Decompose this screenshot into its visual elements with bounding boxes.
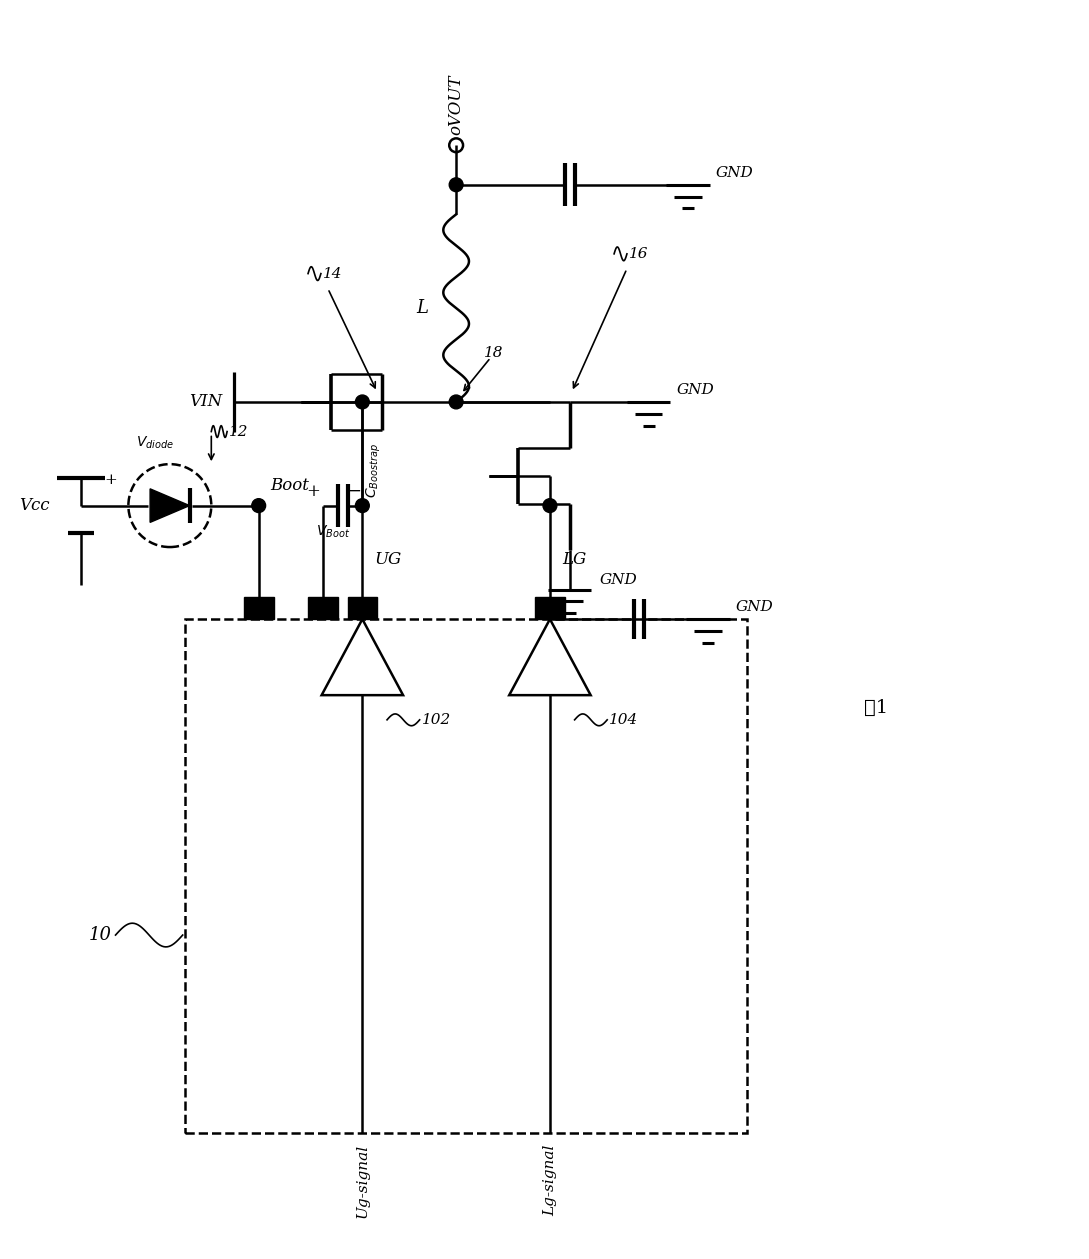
Text: Boot: Boot: [270, 477, 309, 494]
Circle shape: [355, 499, 369, 512]
Text: GND: GND: [676, 383, 714, 397]
Text: VIN: VIN: [189, 394, 222, 410]
Bar: [535, 598, 565, 619]
Text: GND: GND: [735, 601, 773, 614]
Circle shape: [355, 395, 369, 409]
Text: 图1: 图1: [864, 699, 888, 716]
Text: 12: 12: [229, 424, 248, 438]
Text: UG: UG: [375, 551, 402, 568]
Text: $C_{Boostrap}$: $C_{Boostrap}$: [365, 443, 382, 497]
Circle shape: [450, 178, 463, 191]
Text: oVOUT: oVOUT: [448, 74, 465, 136]
Text: GND: GND: [715, 166, 754, 180]
Text: 102: 102: [421, 713, 451, 726]
Text: Vcc: Vcc: [19, 497, 49, 514]
Text: +: +: [105, 473, 117, 487]
Bar: [347, 598, 377, 619]
Text: 18: 18: [484, 345, 503, 360]
Text: Lg-signal: Lg-signal: [543, 1144, 556, 1216]
Text: 16: 16: [629, 247, 648, 261]
Text: −: −: [347, 482, 362, 500]
Text: +: +: [306, 482, 320, 500]
Text: 14: 14: [322, 267, 342, 281]
Text: Ug-signal: Ug-signal: [355, 1144, 369, 1219]
Bar: [185, 619, 747, 1133]
Polygon shape: [150, 488, 189, 522]
Circle shape: [543, 499, 556, 512]
Text: 104: 104: [609, 713, 638, 726]
Bar: [244, 598, 273, 619]
Bar: [308, 598, 338, 619]
Text: $V_{diode}$: $V_{diode}$: [136, 434, 174, 451]
Text: 10: 10: [89, 927, 112, 944]
Circle shape: [252, 499, 266, 512]
Text: LG: LG: [562, 551, 586, 568]
Circle shape: [450, 395, 463, 409]
Text: L: L: [416, 300, 428, 317]
Text: $V_{Boot}$: $V_{Boot}$: [316, 524, 350, 540]
Text: GND: GND: [599, 573, 637, 587]
